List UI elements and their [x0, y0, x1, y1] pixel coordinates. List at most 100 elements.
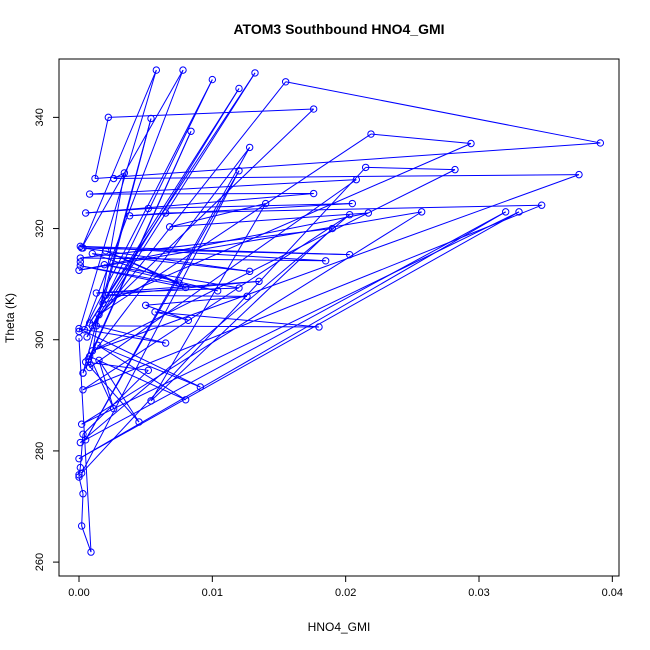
- data-point: [81, 358, 90, 366]
- data-point: [152, 66, 161, 74]
- y-tick-label: 260: [34, 553, 46, 571]
- data-point: [309, 105, 318, 113]
- data-point: [76, 438, 85, 447]
- data-point: [245, 143, 254, 152]
- series-line-segment: [78, 328, 166, 344]
- series-line-segment: [169, 212, 369, 228]
- data-point: [87, 548, 95, 556]
- data-point: [101, 247, 110, 255]
- x-tick-label: 0.01: [202, 587, 223, 599]
- data-point: [125, 212, 134, 220]
- series-line-segment: [129, 212, 166, 217]
- series-line-segment: [85, 170, 240, 441]
- data-point: [235, 284, 243, 292]
- series-line-segment: [145, 295, 248, 306]
- series-line-segment: [78, 338, 92, 553]
- series-line-segment: [105, 294, 248, 297]
- series-line-segment: [108, 108, 314, 118]
- data-point: [85, 363, 94, 372]
- series-line-segment: [169, 203, 266, 228]
- data-point: [75, 334, 83, 342]
- data-point: [79, 490, 87, 498]
- series-line-segment: [89, 193, 314, 195]
- data-point: [196, 383, 205, 391]
- series-line-segment: [97, 344, 186, 401]
- data-point: [213, 287, 222, 295]
- y-tick-label: 280: [34, 442, 46, 460]
- series-line-segment: [96, 325, 320, 328]
- series-line-segment: [89, 179, 357, 195]
- series-line-segment: [89, 355, 186, 401]
- y-axis: 260 280 300 320 340: [34, 108, 60, 571]
- series-line-segment: [78, 69, 157, 332]
- data-point: [161, 339, 170, 347]
- series-line-segment: [91, 88, 240, 327]
- series-line-segment: [85, 193, 314, 214]
- data-point: [77, 420, 86, 428]
- data-point: [208, 75, 217, 84]
- data-point: [93, 341, 102, 349]
- series-line-segment: [82, 247, 350, 256]
- data-point: [75, 455, 83, 463]
- data-point: [367, 130, 375, 138]
- series-lines: [78, 69, 601, 553]
- data-point: [328, 224, 337, 233]
- series-line-segment: [81, 493, 84, 526]
- series-line-segment: [80, 214, 350, 443]
- data-point: [243, 292, 251, 301]
- series-line-segment: [83, 69, 184, 330]
- series-line-segment: [150, 228, 333, 402]
- x-tick-label: 0.00: [68, 587, 89, 599]
- data-point: [100, 260, 109, 269]
- series-line-segment: [81, 525, 92, 553]
- data-point: [309, 189, 318, 198]
- data-point: [135, 418, 143, 426]
- series-line-segment: [150, 203, 267, 402]
- data-point: [515, 208, 523, 216]
- data-point: [81, 209, 90, 217]
- series-line-segment: [87, 131, 192, 360]
- data-point: [181, 283, 190, 292]
- data-point: [75, 473, 83, 481]
- series-line-segment: [80, 257, 326, 262]
- data-point: [104, 113, 113, 122]
- series-line-segment: [94, 142, 601, 180]
- series-line-segment: [81, 211, 520, 425]
- series-line-segment: [89, 356, 115, 409]
- series-line-segment: [85, 361, 149, 371]
- data-point: [255, 277, 263, 286]
- data-point: [76, 262, 85, 270]
- series-line-segment: [85, 208, 149, 214]
- data-point: [261, 199, 270, 208]
- y-tick-label: 320: [34, 219, 46, 237]
- series-line-segment: [82, 204, 542, 391]
- data-point: [161, 209, 170, 217]
- series-line-segment: [148, 203, 353, 210]
- data-point: [179, 66, 187, 74]
- data-point: [417, 208, 426, 216]
- data-point: [175, 279, 183, 287]
- series-line-segment: [105, 250, 186, 288]
- data-point: [91, 174, 99, 183]
- y-tick-label: 300: [34, 331, 46, 349]
- data-point: [79, 244, 87, 252]
- series-line-segment: [82, 214, 350, 391]
- data-point: [76, 254, 85, 262]
- x-tick-label: 0.02: [335, 587, 356, 599]
- data-point: [79, 430, 87, 438]
- data-point: [80, 326, 89, 334]
- series-line-segment: [80, 265, 218, 292]
- data-point: [251, 69, 259, 77]
- data-point: [281, 78, 290, 86]
- data-point: [181, 396, 190, 404]
- series-line-segment: [89, 179, 357, 368]
- data-point: [75, 266, 83, 274]
- data-point: [467, 139, 475, 148]
- data-point: [147, 397, 155, 405]
- series-line-segment: [81, 170, 240, 474]
- series-line-segment: [96, 280, 260, 294]
- y-tick-label: 340: [34, 108, 46, 126]
- series-line-segment: [154, 311, 320, 328]
- series-line-segment: [370, 133, 472, 144]
